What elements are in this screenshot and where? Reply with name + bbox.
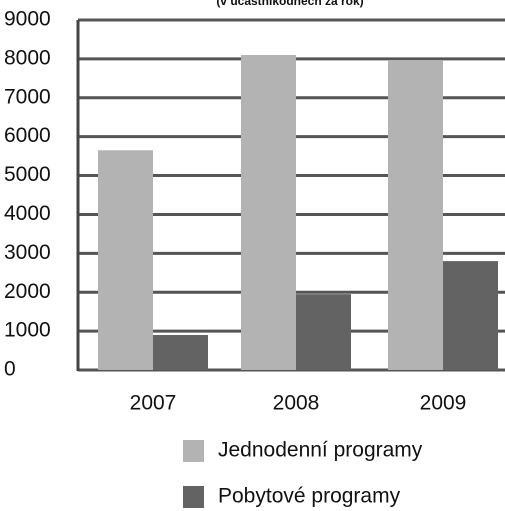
- y-tick-label: 0: [4, 358, 16, 381]
- x-tick-label: 2007: [130, 392, 177, 415]
- y-tick-label: 6000: [4, 124, 51, 147]
- legend-label: Jednodenní programy: [218, 439, 423, 462]
- y-tick-label: 4000: [4, 202, 51, 225]
- bar: [241, 55, 296, 370]
- x-tick-label: 2009: [420, 392, 467, 415]
- y-tick-label: 7000: [4, 85, 51, 108]
- legend-swatch: [183, 440, 204, 462]
- y-tick-label: 3000: [4, 241, 51, 264]
- y-tick-label: 2000: [4, 280, 51, 303]
- bar: [443, 261, 498, 370]
- bar: [153, 335, 208, 370]
- legend-swatch: [183, 486, 204, 508]
- legend-label: Pobytové programy: [218, 485, 401, 508]
- y-tick-label: 1000: [4, 319, 51, 342]
- y-tick-label: 9000: [4, 8, 51, 31]
- bar: [98, 150, 153, 370]
- x-tick-label: 2008: [273, 392, 320, 415]
- bar: [388, 60, 443, 370]
- y-tick-label: 5000: [4, 163, 51, 186]
- bar: [296, 294, 351, 370]
- chart-subtitle: (v účastníkodnech za rok): [216, 0, 363, 8]
- y-tick-label: 8000: [4, 46, 51, 69]
